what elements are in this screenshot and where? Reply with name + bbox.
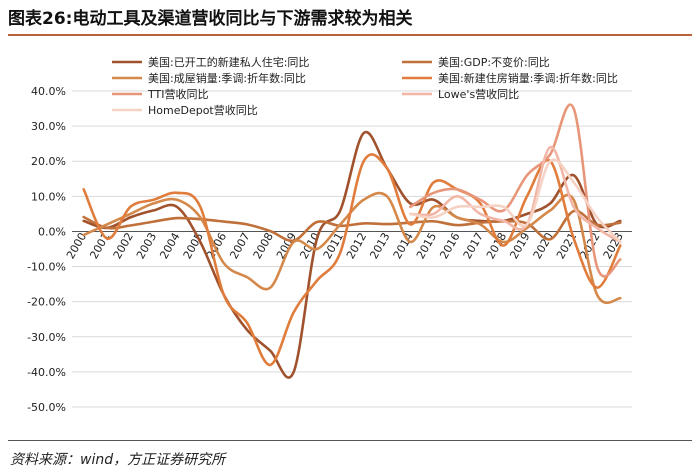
legend-label-4: TTI营收同比	[147, 87, 209, 101]
series-line-0	[82, 130, 622, 379]
legend-label-5: Lowe's营收同比	[438, 87, 519, 101]
series-line-3	[82, 153, 622, 367]
legend-label-1: 美国:GDP:不变价:同比	[438, 55, 550, 69]
x-tick-label: 2008	[251, 230, 276, 261]
y-tick-label: 0.0%	[38, 225, 66, 238]
legend-label-2: 美国:成屋销量:季调:折年数:同比	[148, 71, 306, 85]
x-tick-label: 2003	[134, 230, 159, 261]
source-divider	[8, 440, 692, 441]
y-tick-label: 10.0%	[31, 190, 66, 203]
x-tick-label: 2007	[227, 230, 252, 261]
y-tick-label: -20.0%	[27, 296, 66, 309]
x-tick-label: 2004	[157, 230, 182, 261]
y-tick-label: 40.0%	[31, 85, 66, 98]
series-line-5	[409, 145, 622, 244]
series-line-1	[82, 209, 622, 243]
y-tick-label: -30.0%	[27, 331, 66, 344]
legend-label-6: HomeDepot营收同比	[148, 103, 258, 117]
x-tick-label: 2001	[87, 230, 112, 261]
x-tick-label: 2013	[367, 230, 392, 261]
x-axis: 2000200120022003200420052006200720082009…	[64, 230, 632, 261]
legend-label-3: 美国:新建住房销量:季调:折年数:同比	[438, 71, 618, 85]
source-note: 资料来源：wind，方正证券研究所	[10, 452, 226, 468]
x-tick-label: 2016	[437, 230, 462, 261]
series-line-2	[82, 191, 622, 305]
y-tick-label: -10.0%	[27, 261, 66, 274]
x-tick-label: 2012	[344, 230, 369, 261]
legend-label-0: 美国:已开工的新建私人住宅:同比	[148, 55, 309, 69]
x-tick-label: 2020	[531, 230, 556, 261]
series-lines	[82, 103, 622, 379]
line-chart: -50.0% -40.0% -30.0% -20.0% -10.0% 0.0% 10.0% 2…	[27, 55, 632, 414]
y-tick-label: -40.0%	[27, 366, 66, 379]
page-title: 图表26:电动工具及渠道营收同比与下游需求较为相关	[8, 9, 413, 29]
title-divider	[8, 34, 692, 36]
y-tick-label: 30.0%	[31, 120, 66, 133]
x-tick-label: 2017	[461, 230, 486, 261]
y-tick-label: -50.0%	[27, 401, 66, 414]
series-line-6	[409, 158, 622, 244]
chart-legend: 美国:已开工的新建私人住宅:同比 美国:GDP:不变价:同比美国:成屋销量:季调:…	[112, 55, 618, 117]
y-axis-ticks: -50.0% -40.0% -30.0% -20.0% -10.0% 0.0% 10.0% 2…	[27, 85, 66, 414]
y-tick-label: 20.0%	[31, 155, 66, 168]
grid-lines	[72, 90, 632, 408]
